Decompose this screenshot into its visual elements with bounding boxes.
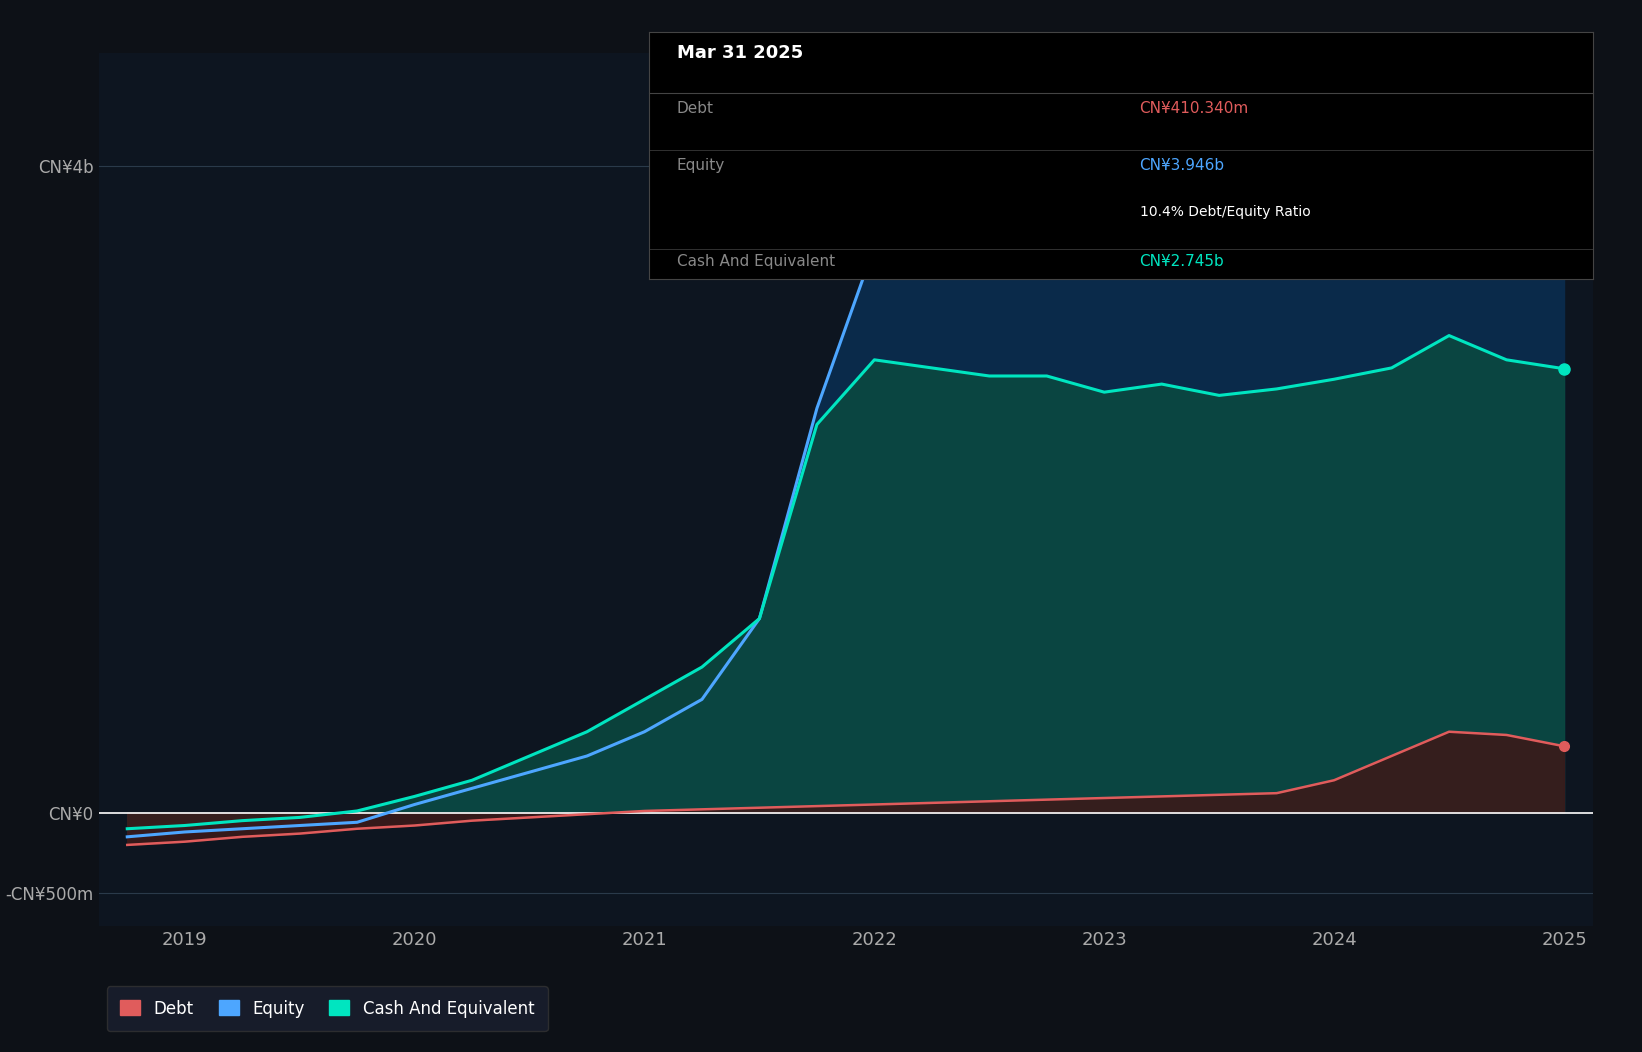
Text: 10.4% Debt/Equity Ratio: 10.4% Debt/Equity Ratio xyxy=(1140,204,1310,219)
Text: Equity: Equity xyxy=(677,158,726,173)
Legend: Debt, Equity, Cash And Equivalent: Debt, Equity, Cash And Equivalent xyxy=(107,987,548,1031)
Text: Debt: Debt xyxy=(677,101,714,116)
Text: CN¥2.745b: CN¥2.745b xyxy=(1140,255,1225,269)
Text: Cash And Equivalent: Cash And Equivalent xyxy=(677,255,836,269)
Text: CN¥3.946b: CN¥3.946b xyxy=(1140,158,1225,173)
Text: CN¥410.340m: CN¥410.340m xyxy=(1140,101,1250,116)
Text: Mar 31 2025: Mar 31 2025 xyxy=(677,44,803,62)
